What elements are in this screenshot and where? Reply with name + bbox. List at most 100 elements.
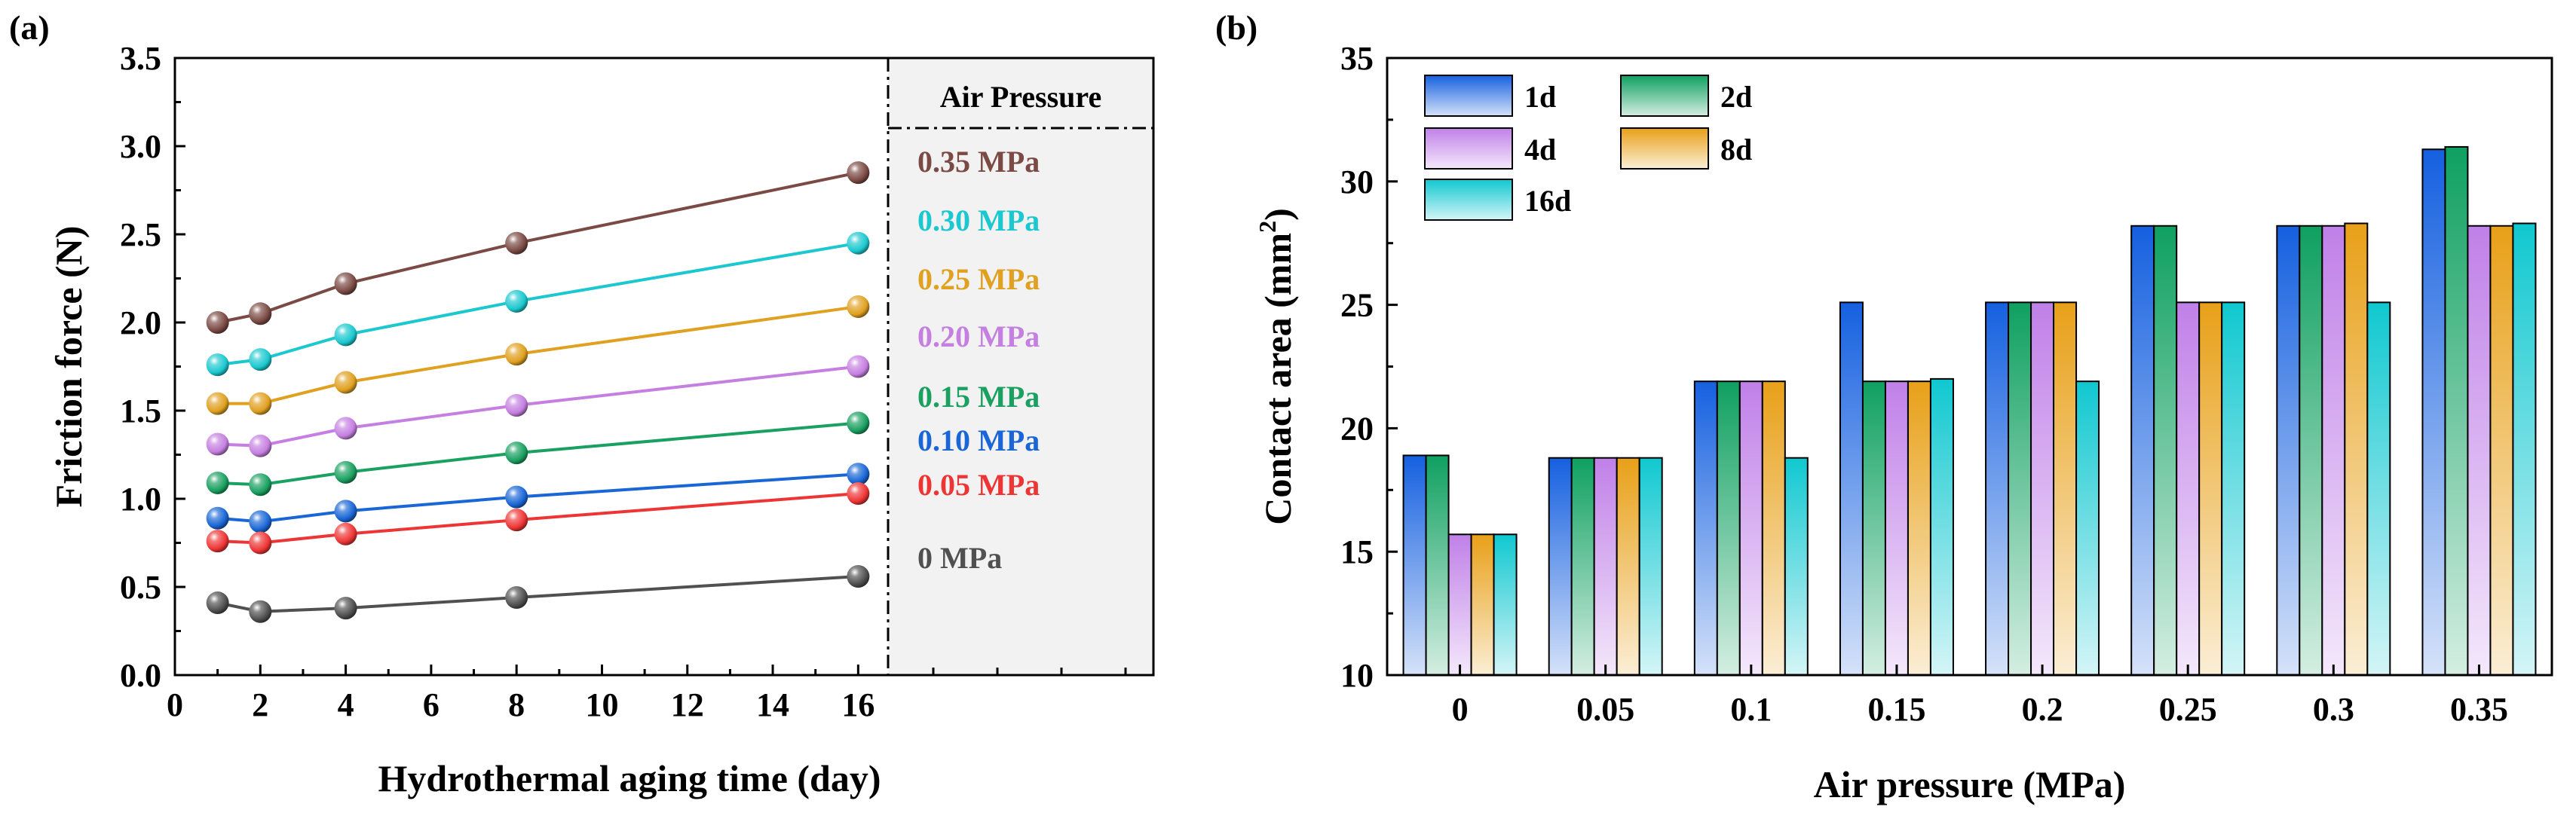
data-point <box>334 272 357 295</box>
bar <box>1716 380 1741 676</box>
data-point <box>249 302 272 325</box>
legend-swatch <box>1620 75 1709 117</box>
panel-a-legend: Air Pressure 0.35 MPa 0.30 MPa 0.25 MPa 0.2… <box>917 80 1101 575</box>
bar <box>2512 222 2537 676</box>
data-point <box>847 231 870 255</box>
bar <box>2053 301 2078 676</box>
legend-entry: 1d <box>1524 80 1556 114</box>
data-point <box>334 597 357 620</box>
data-point <box>249 531 272 555</box>
data-point <box>249 392 272 415</box>
data-point <box>206 471 229 494</box>
legend-entry: 0 MPa <box>917 541 1002 575</box>
x-tick-label: 12 <box>671 686 704 723</box>
x-tick-label: 2 <box>252 686 268 723</box>
data-point <box>334 460 357 484</box>
legend-entry: 4d <box>1524 133 1556 167</box>
data-point <box>206 392 229 415</box>
bar <box>2489 225 2514 676</box>
x-tick-label: 8 <box>508 686 525 723</box>
y-tick-label: 20 <box>1340 410 1374 447</box>
bar <box>2444 145 2469 677</box>
data-point <box>847 411 870 435</box>
x-tick-label: 0.3 <box>2313 691 2354 728</box>
y-tick-label: 0.5 <box>120 569 161 606</box>
bar <box>2467 225 2492 676</box>
legend-entry: 0.15 MPa <box>917 380 1040 414</box>
y-tick-label: 25 <box>1340 287 1374 324</box>
data-point <box>505 509 528 532</box>
x-tick-label: 0.05 <box>1576 691 1634 728</box>
y-tick-label: 1.5 <box>120 393 161 429</box>
y-tick-label: 0.0 <box>120 657 161 694</box>
data-point <box>334 500 357 523</box>
bar <box>1493 533 1518 676</box>
bar <box>1693 380 1718 676</box>
data-point <box>206 353 229 377</box>
legend-swatch <box>1424 127 1513 170</box>
bar <box>1784 457 1809 676</box>
data-point <box>334 323 357 347</box>
data-point <box>249 348 272 371</box>
series-line <box>217 421 859 487</box>
bar <box>2421 148 2446 677</box>
bar <box>1402 454 1427 676</box>
y-tick-label: 3.0 <box>120 128 161 165</box>
y-tick-label: 15 <box>1340 533 1374 570</box>
x-tick-label: 10 <box>585 686 618 723</box>
data-point <box>249 434 272 457</box>
data-point <box>334 371 357 394</box>
bar <box>2276 225 2301 676</box>
legend-swatch <box>1424 75 1513 117</box>
bar <box>1425 454 1450 676</box>
bar <box>1839 301 1864 676</box>
data-point <box>505 586 528 610</box>
bar <box>2221 301 2246 676</box>
data-point <box>505 485 528 509</box>
series-line <box>217 574 859 613</box>
data-point <box>847 463 870 486</box>
data-point <box>206 311 229 334</box>
bar <box>1738 380 1763 676</box>
data-point <box>249 473 272 497</box>
series-line <box>217 304 859 405</box>
data-point <box>847 481 870 505</box>
bar <box>1593 457 1618 676</box>
series-line <box>217 171 859 324</box>
x-tick-label: 0.25 <box>2159 691 2217 728</box>
data-point <box>249 600 272 623</box>
data-point <box>334 522 357 545</box>
legend-entry: 16d <box>1524 184 1571 218</box>
bar <box>1985 301 2010 676</box>
bar <box>1929 377 1954 676</box>
data-point <box>505 442 528 465</box>
panel-a-x-axis-title: Hydrothermal aging time (day) <box>378 757 881 799</box>
legend-swatch <box>1424 179 1513 221</box>
bar <box>2344 222 2369 676</box>
data-point <box>505 343 528 366</box>
series-line <box>217 472 859 524</box>
bar <box>1861 380 1886 676</box>
y-tick-label: 3.5 <box>120 40 161 77</box>
panel-b: (b) 10 15 20 25 30 35 0 0.05 0.1 0.15 0.2 0.25 0.3 0.… <box>1215 8 2553 805</box>
data-point <box>334 417 357 440</box>
bar <box>2176 301 2201 676</box>
bar <box>1907 380 1931 676</box>
panel-a-y-axis-title: Friction force (N) <box>47 226 90 508</box>
series-line <box>217 365 859 448</box>
x-tick-label: 0 <box>167 686 183 723</box>
x-tick-label: 0.35 <box>2450 691 2508 728</box>
bar <box>1638 457 1663 676</box>
data-point <box>206 432 229 456</box>
panel-b-y-axis-title: Contact area (mm2) <box>1254 208 1299 525</box>
bar <box>2008 301 2032 676</box>
legend-entry: 0.10 MPa <box>917 423 1040 457</box>
panel-a-label: (a) <box>9 8 50 47</box>
legend-entry: 0.35 MPa <box>917 145 1040 179</box>
data-point <box>505 231 528 255</box>
panel-b-label: (b) <box>1215 8 1257 47</box>
bar <box>1570 457 1595 676</box>
series-line <box>217 241 859 367</box>
legend-entry: 0.20 MPa <box>917 319 1040 353</box>
bar <box>2299 225 2323 676</box>
